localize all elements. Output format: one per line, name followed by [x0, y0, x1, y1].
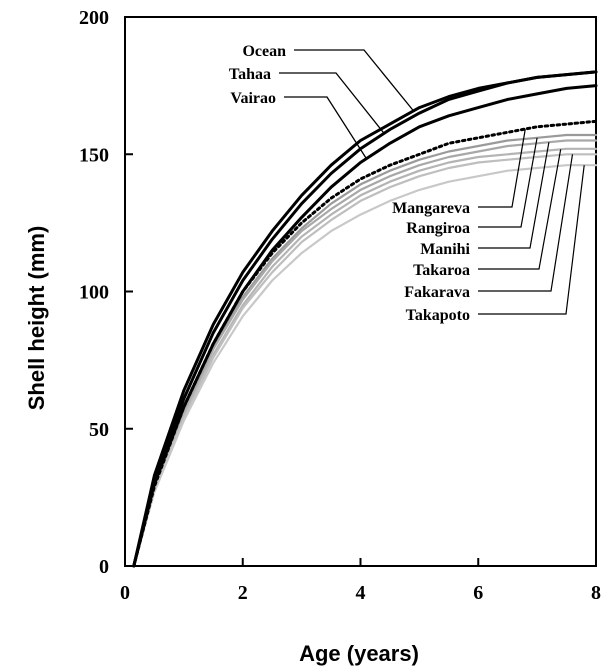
x-tick-label: 8 — [591, 582, 601, 604]
series-line-tahaa — [132, 70, 598, 568]
series-label-takapoto: Takapoto — [406, 307, 470, 324]
x-axis-title: Age (years) — [299, 641, 419, 666]
series-label-manihi: Manihi — [420, 241, 470, 258]
x-tick-label: 2 — [238, 582, 248, 604]
series-line-takaroa — [132, 147, 598, 568]
leader-line-manihi — [478, 142, 550, 249]
series-label-ocean: Ocean — [242, 43, 286, 60]
leader-line-mangareva — [478, 128, 526, 208]
x-tick-label: 4 — [356, 582, 366, 604]
labels-layer: Ocean Tahaa Vairao Mangareva Rangiroa Manihi T… — [229, 43, 585, 324]
series-line-takapoto — [132, 164, 598, 568]
leader-line-ocean — [294, 49, 415, 112]
series-label-takaroa: Takaroa — [413, 262, 470, 279]
series-label-vairao: Vairao — [230, 90, 276, 107]
leader-line-fakarava — [478, 154, 574, 292]
leader-line-takapoto — [478, 165, 585, 315]
y-axis-title: Shell height (mm) — [24, 226, 49, 411]
y-tick-label: 50 — [89, 419, 109, 441]
y-tick-label: 0 — [99, 556, 109, 578]
series-label-mangareva: Mangareva — [392, 200, 470, 217]
y-tick-label: 200 — [79, 7, 109, 29]
y-tick-label: 100 — [79, 282, 109, 304]
series-line-fakarava — [132, 153, 598, 568]
leader-line-rangiroa — [478, 137, 538, 228]
series-line-mangareva — [132, 119, 598, 568]
ticks-layer: 0 2 4 6 8 0 50 100 150 200 — [79, 7, 601, 604]
series-label-tahaa: Tahaa — [229, 66, 271, 83]
x-tick-label: 0 — [120, 582, 130, 604]
leader-line-takaroa — [478, 149, 562, 270]
series-layer — [132, 70, 598, 568]
series-label-fakarava: Fakarava — [404, 284, 470, 301]
series-label-rangiroa: Rangiroa — [406, 220, 470, 237]
leader-line-tahaa — [279, 72, 385, 134]
x-tick-label: 6 — [473, 582, 483, 604]
leader-line-vairao — [284, 96, 367, 159]
y-tick-label: 150 — [79, 144, 109, 166]
series-line-manihi — [132, 139, 598, 568]
